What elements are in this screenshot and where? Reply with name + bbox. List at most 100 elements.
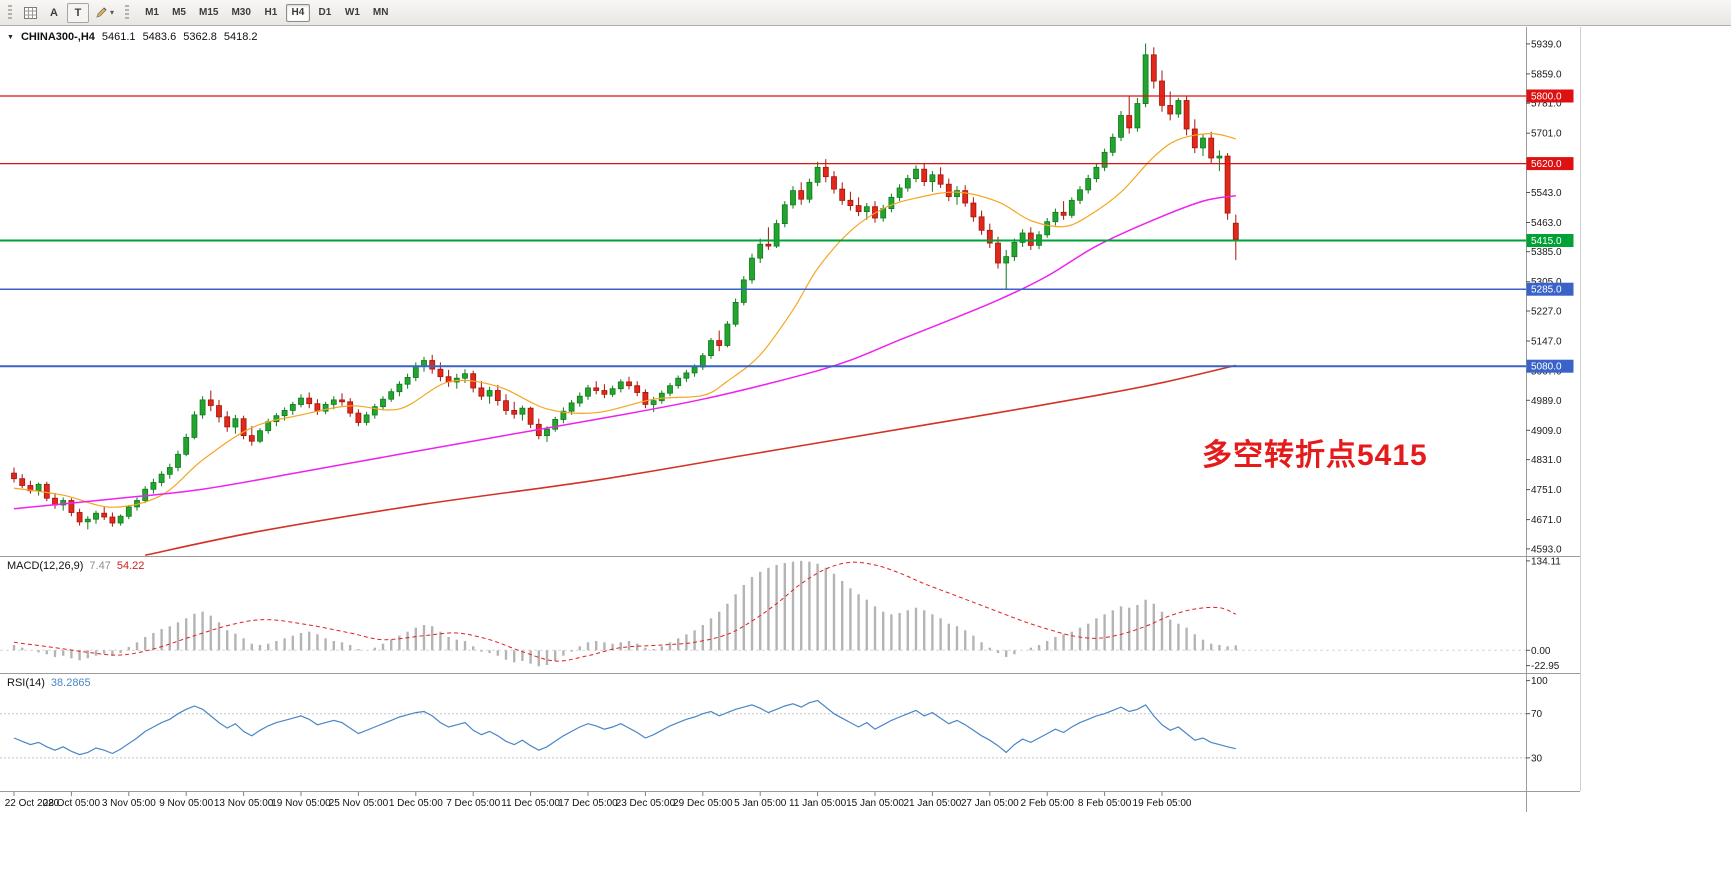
time-axis-label: 25 Nov 05:00 xyxy=(329,798,389,809)
draw-tools-dropdown[interactable]: ▾ xyxy=(91,3,118,23)
timeframe-button-m5[interactable]: M5 xyxy=(167,4,191,22)
axis-label: 4751.0 xyxy=(1531,485,1562,496)
axis-label: -22.95 xyxy=(1531,661,1560,672)
svg-text:5285.0: 5285.0 xyxy=(1531,285,1562,296)
ma_slow-line xyxy=(145,364,1236,556)
axis-label: 134.11 xyxy=(1531,556,1561,567)
axis-label: 5227.0 xyxy=(1531,307,1562,318)
macd-panel xyxy=(0,560,1526,667)
time-axis-label: 3 Nov 05:00 xyxy=(102,798,156,809)
time-axis-label: 9 Nov 05:00 xyxy=(159,798,213,809)
macd-signal-value: 54.22 xyxy=(116,560,145,572)
rsi-name: RSI(14) xyxy=(7,677,45,689)
annotation-text: 多空转折点5415 xyxy=(1202,439,1428,472)
axis-label: 5939.0 xyxy=(1531,39,1562,50)
toolbar-grip[interactable] xyxy=(8,4,12,21)
axis-label: 5701.0 xyxy=(1531,129,1562,140)
time-axis-label: 13 Nov 05:00 xyxy=(214,798,274,809)
timeframe-button-d1[interactable]: D1 xyxy=(313,4,337,22)
axis-label: 5463.0 xyxy=(1531,218,1562,229)
chart-mode-button[interactable] xyxy=(19,3,41,23)
timeframe-button-m15[interactable]: M15 xyxy=(194,4,223,22)
timeframe-button-h4[interactable]: H4 xyxy=(285,3,310,22)
time-axis-label: 11 Dec 05:00 xyxy=(501,798,560,809)
rsi-indicator-label: RSI(14) 38.2865 xyxy=(7,677,91,689)
svg-text:5415.0: 5415.0 xyxy=(1531,236,1562,247)
time-axis-label: 19 Nov 05:00 xyxy=(271,798,331,809)
axis-label: 4831.0 xyxy=(1531,455,1562,466)
axis-label: 4909.0 xyxy=(1531,426,1562,437)
time-axis-label: 22 Oct 2020 xyxy=(5,798,60,809)
axis-label: 0.00 xyxy=(1531,646,1551,657)
price-badge-5415 xyxy=(1526,234,1574,247)
time-axis-label: 28 Oct 05:00 xyxy=(43,798,101,809)
timeframe-button-w1[interactable]: W1 xyxy=(340,4,365,22)
chart-window[interactable]: 5939.05859.05781.05701.05621.05543.05463… xyxy=(0,27,1731,893)
ohlc-open: 5461.1 xyxy=(101,31,136,43)
price-axis[interactable] xyxy=(1526,27,1580,812)
macd-indicator-label: MACD(12,26,9) 7.47 54.22 xyxy=(7,560,144,572)
time-axis-label: 8 Feb 05:00 xyxy=(1078,798,1132,809)
macd-signal-line xyxy=(13,561,1237,662)
caret-down-icon: ▾ xyxy=(110,8,115,17)
price-badges: 5800.0 5620.0 5415.0 5285.0 5080.0 xyxy=(1526,89,1574,373)
time-axis-label: 7 Dec 05:00 xyxy=(446,798,500,809)
time-axis[interactable] xyxy=(0,792,1526,812)
time-axis-label: 5 Jan 05:00 xyxy=(734,798,787,809)
axis-label: 30 xyxy=(1531,753,1543,764)
axis-label: 5147.0 xyxy=(1531,337,1562,348)
ohlc-low: 5362.8 xyxy=(183,31,217,43)
timeframe-button-h1[interactable]: H1 xyxy=(259,4,283,22)
axis-label: 5781.0 xyxy=(1531,99,1562,110)
timeframe-button-mn[interactable]: MN xyxy=(368,4,394,22)
time-axis-label: 19 Feb 05:00 xyxy=(1133,798,1192,809)
time-axis-label: 15 Jan 05:00 xyxy=(846,798,904,809)
rsi-panel xyxy=(0,699,1526,759)
chart-title: ▼ CHINA300-,H4 5461.1 5483.6 5362.8 5418… xyxy=(7,31,258,43)
svg-text:5620.0: 5620.0 xyxy=(1531,159,1562,170)
axis-label: 4671.0 xyxy=(1531,515,1562,526)
axis-label: 5385.0 xyxy=(1531,247,1562,258)
time-axis-label: 17 Dec 05:00 xyxy=(558,798,618,809)
svg-text:5080.0: 5080.0 xyxy=(1531,362,1562,373)
axis-label: 5859.0 xyxy=(1531,69,1562,80)
svg-text:5800.0: 5800.0 xyxy=(1531,92,1562,103)
toolbar: A T ▾ M1 M5 M15 M30 H1 H4 D1 W1 MN xyxy=(0,0,1731,26)
time-axis-label: 29 Dec 05:00 xyxy=(673,798,733,809)
axis-label: 70 xyxy=(1531,709,1543,720)
toolbar-grip[interactable] xyxy=(125,4,130,21)
axis-label: 4989.0 xyxy=(1531,396,1562,407)
ma_mid-line xyxy=(13,195,1236,510)
text-tool-button[interactable]: T xyxy=(67,2,89,23)
cursor-tool-label: A xyxy=(50,6,58,19)
axis-label: 100 xyxy=(1531,676,1548,687)
cursor-tool-button[interactable]: A xyxy=(43,3,65,23)
time-axis-label: 2 Feb 05:00 xyxy=(1021,798,1075,809)
rsi-value: 38.2865 xyxy=(50,677,91,689)
time-axis-label: 23 Dec 05:00 xyxy=(616,798,676,809)
grid-icon xyxy=(23,6,37,19)
price-badge-5800 xyxy=(1526,89,1574,103)
macd-name: MACD(12,26,9) xyxy=(7,560,84,572)
chart-canvas[interactable]: 5939.05859.05781.05701.05621.05543.05463… xyxy=(0,27,1731,893)
price-badge-5080 xyxy=(1526,359,1574,373)
axis-label: 5543.0 xyxy=(1531,188,1562,199)
chart-menu-arrow-icon: ▼ xyxy=(7,34,14,41)
hlines-layer xyxy=(0,95,1526,368)
ma_fast-line xyxy=(13,132,1236,508)
time-axis-label: 27 Jan 05:00 xyxy=(961,798,1019,809)
timeframe-toolbar: M1 M5 M15 M30 H1 H4 D1 W1 MN xyxy=(140,3,394,22)
symbol-period: CHINA300-,H4 xyxy=(20,31,95,43)
time-axis-label: 1 Dec 05:00 xyxy=(389,798,443,809)
price-badge-5620 xyxy=(1526,157,1574,171)
time-axis-label: 11 Jan 05:00 xyxy=(789,798,847,809)
ohlc-close: 5418.2 xyxy=(223,31,258,43)
chart-background[interactable] xyxy=(0,27,1731,893)
timeframe-button-m1[interactable]: M1 xyxy=(140,4,164,22)
timeframe-button-m30[interactable]: M30 xyxy=(226,4,255,22)
price-badge-5285 xyxy=(1526,282,1574,296)
rsi-line xyxy=(13,699,1236,756)
text-tool-label: T xyxy=(74,6,82,19)
axis-label: 4593.0 xyxy=(1531,544,1562,555)
